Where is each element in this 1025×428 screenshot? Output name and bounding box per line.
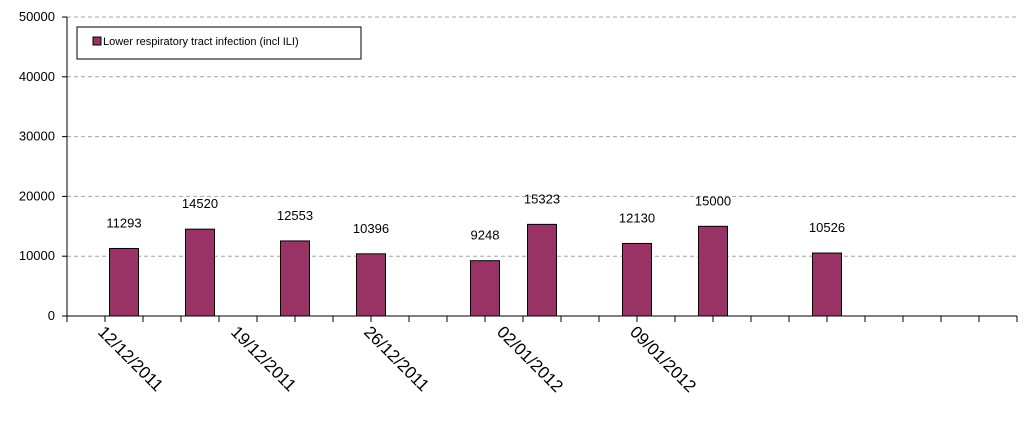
bar bbox=[356, 253, 386, 317]
x-tick-label: 26/12/2011 bbox=[360, 322, 433, 395]
bar bbox=[698, 225, 728, 317]
legend-swatch bbox=[92, 36, 102, 46]
x-tick-label: 19/12/2011 bbox=[227, 322, 300, 395]
x-tick-label: 02/01/2012 bbox=[493, 322, 567, 396]
bar bbox=[812, 252, 842, 317]
bar bbox=[185, 228, 215, 317]
y-tick-label: 30000 bbox=[19, 129, 55, 144]
data-label: 12553 bbox=[277, 208, 313, 223]
data-label: 11293 bbox=[106, 215, 141, 230]
data-label: 9248 bbox=[471, 228, 500, 243]
bar bbox=[622, 242, 652, 317]
data-label: 10526 bbox=[809, 220, 845, 235]
bar bbox=[280, 240, 310, 317]
y-tick-label: 50000 bbox=[19, 9, 55, 24]
data-label: 12130 bbox=[619, 210, 655, 225]
bar bbox=[470, 260, 500, 317]
gridlines bbox=[67, 16, 1017, 257]
data-label: 14520 bbox=[182, 196, 218, 211]
y-tick-label: 10000 bbox=[19, 248, 55, 263]
bars bbox=[109, 223, 842, 317]
axes: 0 10000 20000 30000 40000 50000 12/12/2011 19/1… bbox=[19, 9, 1018, 396]
bar bbox=[527, 223, 557, 317]
legend-label: Lower respiratory tract infection (incl … bbox=[103, 36, 299, 48]
legend-box bbox=[76, 26, 362, 60]
data-label: 15000 bbox=[695, 193, 731, 208]
data-label: 10396 bbox=[353, 221, 389, 236]
x-tick-label: 12/12/2011 bbox=[94, 322, 167, 395]
bar bbox=[109, 247, 139, 317]
data-labels: 11293 14520 12553 10396 9248 15323 12130 15000 1… bbox=[106, 191, 845, 242]
x-tick-label: 09/01/2012 bbox=[626, 322, 700, 396]
data-label: 15323 bbox=[524, 191, 560, 206]
legend: Lower respiratory tract infection (incl … bbox=[76, 26, 362, 60]
y-tick-label: 0 bbox=[48, 308, 55, 323]
y-tick-label: 40000 bbox=[19, 69, 55, 84]
y-tick-label: 20000 bbox=[19, 188, 55, 203]
